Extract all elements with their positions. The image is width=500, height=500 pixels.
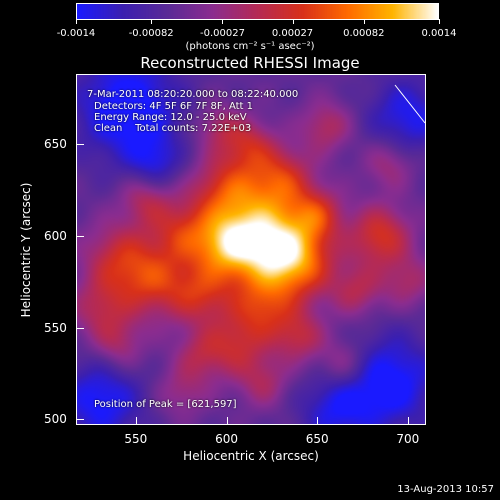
annotation-peak-position: Position of Peak = [621,597]	[94, 399, 237, 410]
annotation-time-range: 7-Mar-2011 08:20:20.000 to 08:22:40.000	[87, 89, 299, 100]
x-tick-label: 650	[305, 432, 329, 446]
y-tick-mark	[76, 327, 84, 329]
corner-limb-line	[394, 84, 425, 124]
y-tick-label: 650	[44, 136, 67, 151]
y-axis-label: Heliocentric Y (arcsec)	[19, 182, 33, 318]
annotation-clean-counts: Clean Total counts: 7.22E+03	[94, 123, 252, 134]
y-tick-mark	[76, 235, 84, 237]
colorbar-tick-mark	[151, 19, 153, 24]
x-tick-label: 550	[124, 432, 148, 446]
colorbar-tick-label: -0.00082	[128, 28, 174, 39]
y-tick-label: 500	[44, 412, 67, 427]
x-tick-mark	[135, 417, 137, 425]
y-tick-mark	[76, 143, 84, 145]
x-tick-mark	[407, 417, 409, 425]
timestamp-footer: 13-Aug-2013 10:57	[397, 484, 494, 495]
image-plot-area: 7-Mar-2011 08:20:20.000 to 08:22:40.000 …	[76, 74, 426, 425]
annotation-energy-range: Energy Range: 12.0 - 25.0 keV	[94, 112, 247, 123]
colorbar-tick-label: -0.0014	[56, 28, 96, 39]
x-axis-label: Heliocentric X (arcsec)	[183, 449, 319, 463]
colorbar-gradient	[77, 4, 438, 19]
y-tick-label: 550	[44, 320, 67, 335]
colorbar-tick-mark	[76, 19, 77, 24]
colorbar-tick-label: -0.00027	[200, 28, 245, 39]
colorbar-tick-mark	[439, 19, 440, 24]
y-tick-mark	[76, 419, 84, 421]
x-tick-mark	[226, 417, 228, 425]
colorbar-tick-label: 0.00082	[343, 28, 385, 39]
annotation-detectors: Detectors: 4F 5F 6F 7F 8F, Att 1	[94, 101, 254, 112]
heatmap-image	[77, 75, 425, 424]
colorbar-tick-mark	[292, 19, 294, 24]
colorbar-tick-mark	[222, 19, 224, 24]
colorbar-tick-mark	[363, 19, 365, 24]
y-tick-label: 600	[44, 228, 67, 243]
x-tick-label: 700	[396, 432, 420, 446]
chart-title: Reconstructed RHESSI Image	[140, 54, 360, 72]
colorbar-tick-label: 0.0014	[421, 28, 457, 39]
colorbar-tick-label: 0.00027	[271, 28, 314, 39]
colorbar	[76, 3, 439, 20]
x-tick-label: 600	[215, 432, 238, 446]
x-tick-mark	[317, 417, 319, 425]
colorbar-unit-label: (photons cm⁻² s⁻¹ asec⁻²)	[185, 41, 315, 52]
